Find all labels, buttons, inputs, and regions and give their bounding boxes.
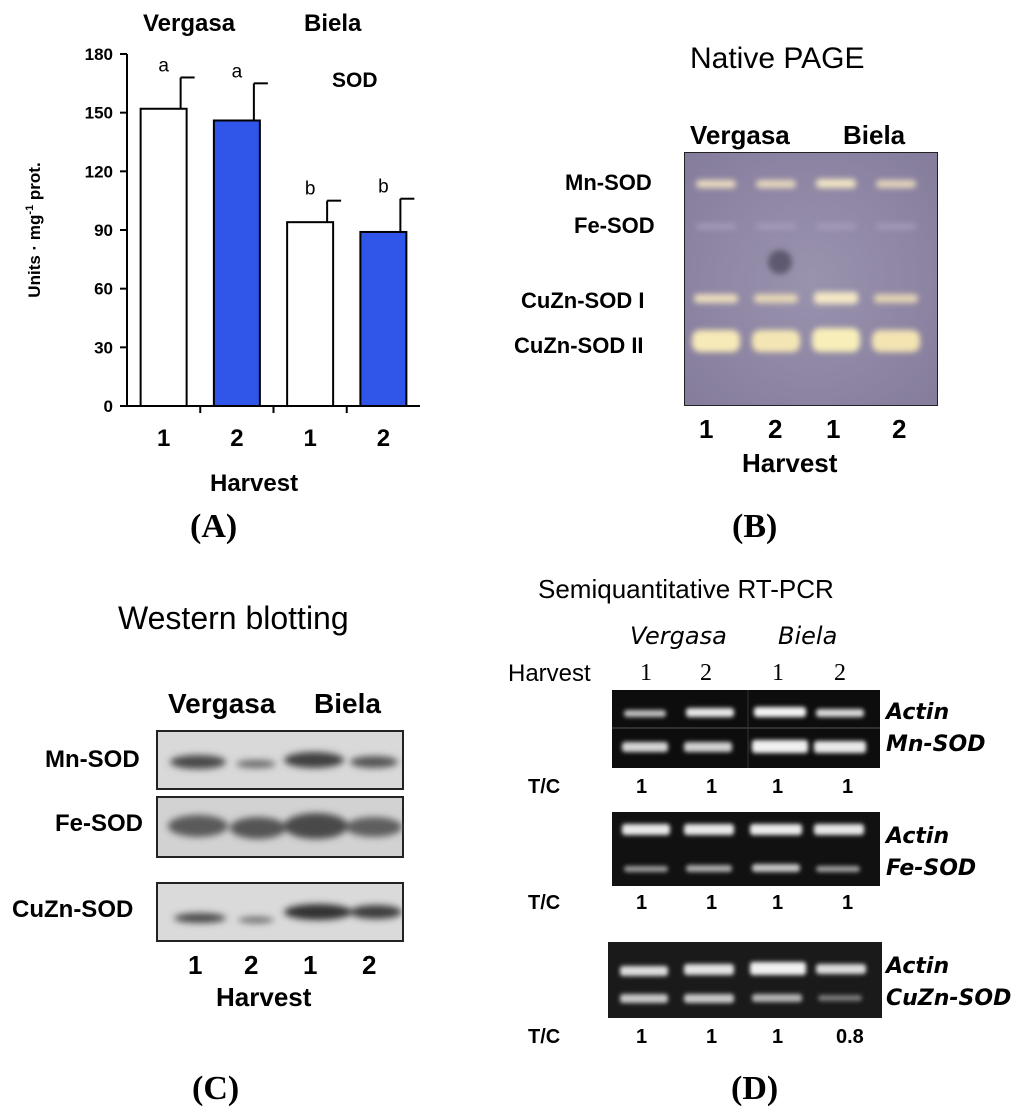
pcr-label-fe-sod: Fe-SOD bbox=[886, 856, 977, 881]
pcr-label-actin-1: Actin bbox=[886, 700, 950, 725]
blot-lane-1b: 1 bbox=[303, 950, 318, 980]
tc-label-1: T/C bbox=[528, 776, 561, 798]
western-blot-fe-sod bbox=[156, 796, 404, 858]
tc-value-3-1: 1 bbox=[636, 1026, 648, 1048]
pcr-label-actin-3: Actin bbox=[886, 954, 950, 979]
gel-group-vergasa: Vergasa bbox=[690, 120, 790, 150]
blot-lane-2b: 2 bbox=[362, 950, 377, 980]
group-label-vergasa: Vergasa bbox=[143, 10, 236, 37]
tc-value-1-4: 1 bbox=[842, 776, 854, 798]
panel-c-title: Western blotting bbox=[118, 600, 349, 636]
bar bbox=[286, 221, 335, 407]
western-blot-cuzn-sod bbox=[156, 882, 404, 942]
native-page-gel bbox=[684, 152, 938, 406]
pcr-lane-2b: 2 bbox=[834, 660, 846, 686]
y-tick-label: 30 bbox=[94, 338, 113, 357]
pcr-label-mn-sod: Mn-SOD bbox=[886, 732, 986, 757]
x-tick-label: 1 bbox=[303, 425, 316, 452]
significance-letter: a bbox=[158, 55, 169, 76]
gel-lane-2b: 2 bbox=[892, 414, 907, 444]
tc-value-2-4: 1 bbox=[842, 892, 854, 914]
significance-letter: a bbox=[232, 61, 243, 82]
y-tick-label: 90 bbox=[94, 221, 113, 240]
panel-label-a: (A) bbox=[190, 508, 238, 545]
tc-label-2: T/C bbox=[528, 892, 561, 914]
panel-d-title: Semiquantitative RT-PCR bbox=[538, 574, 834, 604]
gel-xlabel: Harvest bbox=[742, 448, 838, 478]
pcr-lane-1b: 1 bbox=[772, 660, 784, 686]
bar bbox=[212, 119, 261, 407]
panel-label-c: (C) bbox=[192, 1070, 240, 1107]
y-tick-label: 0 bbox=[104, 397, 113, 416]
x-tick-label: 2 bbox=[377, 425, 390, 452]
western-blot-mn-sod bbox=[156, 730, 404, 790]
group-label-biela: Biela bbox=[304, 10, 362, 37]
significance-letter: b bbox=[305, 179, 316, 200]
pcr-gel-fe-sod bbox=[612, 812, 880, 886]
y-axis-label: Units · mg-1 prot. bbox=[24, 162, 44, 297]
tc-value-2-3: 1 bbox=[772, 892, 784, 914]
tc-value-2-1: 1 bbox=[636, 892, 648, 914]
tc-value-3-3: 1 bbox=[772, 1026, 784, 1048]
blot-row-label-mn-sod: Mn-SOD bbox=[45, 746, 140, 773]
significance-letter: b bbox=[378, 177, 389, 198]
pcr-group-vergasa: Vergasa bbox=[630, 622, 727, 650]
tc-value-3-2: 1 bbox=[706, 1026, 718, 1048]
gel-lane-1a: 1 bbox=[699, 414, 714, 444]
blot-group-biela: Biela bbox=[314, 688, 381, 719]
blot-xlabel: Harvest bbox=[216, 982, 312, 1012]
bar bbox=[359, 230, 408, 407]
blot-row-label-fe-sod: Fe-SOD bbox=[55, 810, 144, 837]
tc-value-1-3: 1 bbox=[772, 776, 784, 798]
blot-lane-2a: 2 bbox=[244, 950, 259, 980]
y-tick-label: 150 bbox=[85, 104, 113, 123]
tc-label-3: T/C bbox=[528, 1026, 561, 1048]
panel-label-b: (B) bbox=[732, 508, 778, 545]
panel-b-title: Native PAGE bbox=[690, 42, 865, 75]
gel-lane-1b: 1 bbox=[826, 414, 841, 444]
band-label-cuzn-sod-ii: CuZn-SOD II bbox=[514, 333, 644, 358]
blot-lane-1a: 1 bbox=[188, 950, 203, 980]
gel-lane-2a: 2 bbox=[768, 414, 783, 444]
pcr-lane-1a: 1 bbox=[640, 660, 652, 686]
pcr-lane-2a: 2 bbox=[700, 660, 712, 686]
tc-value-1-2: 1 bbox=[706, 776, 718, 798]
tc-value-3-4: 0.8 bbox=[836, 1026, 864, 1048]
band-label-mn-sod: Mn-SOD bbox=[565, 170, 652, 195]
pcr-harvest-label: Harvest bbox=[508, 660, 591, 687]
sod-bar-chart: 0 30 60 90 120 150 180 a 1 a 2 b 1 b 2 SOD Units · mg-1 … bbox=[24, 45, 420, 452]
y-tick-label: 60 bbox=[94, 280, 113, 299]
gel-group-biela: Biela bbox=[843, 120, 906, 150]
pcr-group-biela: Biela bbox=[778, 622, 838, 650]
panel-label-d: (D) bbox=[731, 1070, 779, 1107]
pcr-gel-cuzn-sod bbox=[608, 942, 882, 1018]
gel-bands bbox=[692, 179, 920, 352]
x-tick-label: 1 bbox=[157, 425, 170, 452]
pcr-label-cuzn-sod: CuZn-SOD bbox=[886, 986, 1012, 1011]
y-tick-label: 180 bbox=[85, 45, 113, 64]
x-tick-label: 2 bbox=[230, 425, 243, 452]
tc-value-1-1: 1 bbox=[636, 776, 648, 798]
tc-value-2-2: 1 bbox=[706, 892, 718, 914]
y-tick-label: 120 bbox=[85, 162, 113, 181]
pcr-label-actin-2: Actin bbox=[886, 824, 950, 849]
pcr-gel-mn-sod bbox=[612, 690, 880, 768]
x-axis-label: Harvest bbox=[210, 470, 299, 497]
band-label-cuzn-sod-i: CuZn-SOD I bbox=[521, 288, 645, 313]
band-label-fe-sod: Fe-SOD bbox=[574, 213, 655, 238]
bar bbox=[139, 107, 188, 407]
blot-row-label-cuzn-sod: CuZn-SOD bbox=[12, 896, 134, 923]
blot-group-vergasa: Vergasa bbox=[168, 688, 276, 719]
chart-annotation-sod: SOD bbox=[332, 69, 378, 92]
